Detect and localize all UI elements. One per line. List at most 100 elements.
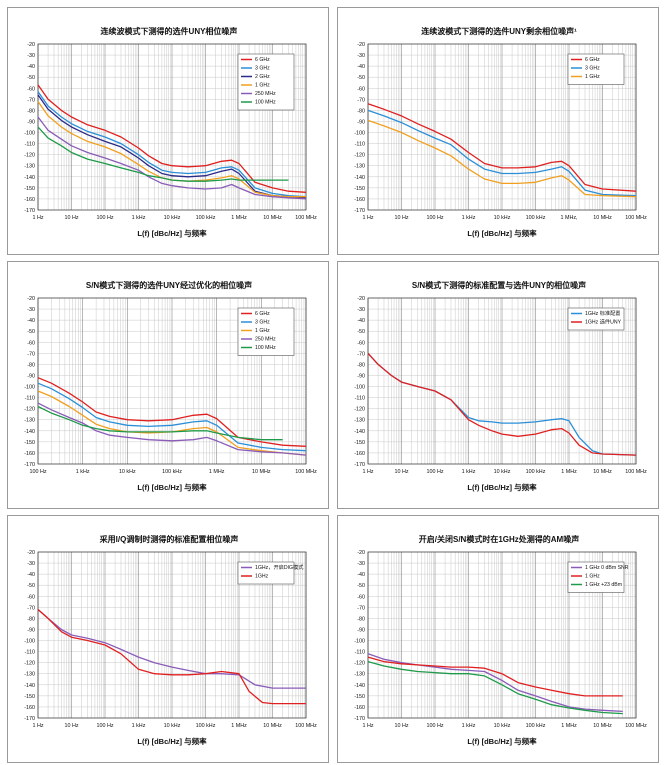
y-tick-label: -130 xyxy=(354,164,365,170)
y-tick-label: -100 xyxy=(354,385,365,391)
y-tick-label: -160 xyxy=(24,197,35,203)
y-tick-label: -90 xyxy=(357,119,365,125)
y-tick-label: -60 xyxy=(27,340,35,346)
y-tick-label: -80 xyxy=(357,108,365,114)
y-tick-label: -50 xyxy=(357,75,365,81)
plot-frame xyxy=(367,551,637,719)
x-tick-label: 10 Hz xyxy=(394,723,408,729)
legend-label: 100 MHz xyxy=(255,100,276,106)
legend-label: 1 GHz xyxy=(255,83,270,89)
x-tick-label: 1 kHz xyxy=(132,723,146,729)
legend-label: 1 GHz xyxy=(585,574,600,580)
chart-title: 开启/关闭S/N模式时在1GHz处测得的AM噪声 xyxy=(419,534,579,544)
chart-svg-3: S/N模式下测得的选件UNY经过优化的相位噪声 -20 -30 -40 -50 -60 -7… xyxy=(24,280,317,492)
x-tick-label: 1 kHz xyxy=(132,215,146,221)
chart-panel-6: 开启/关闭S/N模式时在1GHz处测得的AM噪声 -20 -30 -40 -50 -60 -… xyxy=(337,515,659,763)
y-tick-label: -40 xyxy=(357,64,365,70)
y-tick-label: -150 xyxy=(354,694,365,700)
y-tick-label: -50 xyxy=(357,583,365,589)
y-tick-label: -130 xyxy=(24,418,35,424)
y-tick-label: -40 xyxy=(357,572,365,578)
x-axis-label: L(f) [dBc/Hz] 与频率 xyxy=(137,228,207,238)
y-tick-label: -90 xyxy=(357,627,365,633)
y-tick-label: -40 xyxy=(27,318,35,324)
x-tick-label: 100 MHz xyxy=(625,215,647,221)
y-tick-label: -60 xyxy=(357,86,365,92)
x-tick-label: 1 Hz xyxy=(362,469,373,475)
y-tick-label: -60 xyxy=(27,594,35,600)
y-tick-label: -70 xyxy=(357,605,365,611)
y-tick-label: -30 xyxy=(27,307,35,313)
y-tick-label: -50 xyxy=(357,329,365,335)
legend-label: 1GHz xyxy=(255,574,269,580)
y-tick-label: -120 xyxy=(354,407,365,413)
y-tick-label: -130 xyxy=(354,418,365,424)
x-tick-label: 10 MHz xyxy=(263,215,282,221)
x-tick-label: 1 Hz xyxy=(32,215,43,221)
y-tick-label: -90 xyxy=(27,119,35,125)
legend-label: 1GHz，开启DIG模式 xyxy=(255,563,304,571)
y-tick-label: -110 xyxy=(355,396,365,402)
y-tick-label: -170 xyxy=(354,208,365,214)
legend-label: 1 GHz +23 dBm xyxy=(585,582,622,588)
series-line xyxy=(37,609,306,689)
x-tick-label: 1 MHz xyxy=(209,469,225,475)
plot-frame xyxy=(367,43,637,211)
series-line xyxy=(37,382,307,452)
y-tick-label: -100 xyxy=(24,131,35,137)
series-line xyxy=(37,84,307,193)
y-tick-label: -50 xyxy=(27,329,35,335)
y-tick-label: -80 xyxy=(357,362,365,368)
legend-label: 250 MHz xyxy=(255,337,276,343)
chart-panel-2: 连续波模式下测得的选件UNY剩余相位噪声¹ -20 -30 -40 -50 -60 -70 -… xyxy=(337,7,659,255)
y-tick-label: -100 xyxy=(24,639,35,645)
x-tick-label: 1 MHz xyxy=(231,215,247,221)
x-tick-label: 10 Hz xyxy=(64,723,78,729)
x-tick-label: 1 kHz xyxy=(462,469,476,475)
y-tick-label: -110 xyxy=(355,142,365,148)
series-line xyxy=(367,119,637,198)
chart-svg-4: S/N模式下测得的标准配置与选件UNY的相位噪声 -20 -30 -40 -50 -60 -… xyxy=(354,280,647,492)
x-tick-label: 100 kHz xyxy=(196,215,216,221)
x-tick-label: 100 Hz xyxy=(96,723,113,729)
y-tick-label: -30 xyxy=(27,53,35,59)
y-tick-label: -140 xyxy=(354,175,365,181)
y-tick-label: -130 xyxy=(354,672,365,678)
series-line xyxy=(37,377,307,447)
chart-svg-1: 连续波模式下测得的选件UNY相位噪声 -20 -30 -40 -50 -60 -70 -80 -… xyxy=(24,26,317,238)
y-tick-label: -80 xyxy=(27,108,35,114)
x-tick-label: 1 Hz xyxy=(362,723,373,729)
chart-title: 采用I/Q调制时测得的标准配置相位噪声 xyxy=(99,534,239,544)
y-tick-label: -110 xyxy=(25,142,35,148)
y-tick-label: -170 xyxy=(354,716,365,722)
y-tick-label: -160 xyxy=(24,451,35,457)
x-tick-label: 100 Hz xyxy=(426,469,443,475)
y-tick-label: -20 xyxy=(357,42,365,48)
y-tick-label: -70 xyxy=(357,351,365,357)
x-tick-label: 100 Hz xyxy=(29,469,46,475)
legend-label: 1 GHz xyxy=(255,328,270,334)
y-tick-label: -160 xyxy=(354,705,365,711)
y-tick-label: -50 xyxy=(27,583,35,589)
legend-label: 1GHz 标准配置 xyxy=(585,309,620,317)
x-tick-label: 10 MHz xyxy=(263,723,282,729)
y-tick-label: -40 xyxy=(27,572,35,578)
x-tick-label: 10 kHz xyxy=(494,215,511,221)
chart-panel-3: S/N模式下测得的选件UNY经过优化的相位噪声 -20 -30 -40 -50 -60 -7… xyxy=(7,261,329,509)
plot-frame xyxy=(367,297,637,465)
series-line xyxy=(367,352,637,456)
x-axis-label: L(f) [dBc/Hz] 与频率 xyxy=(467,736,537,746)
legend-label: 100 MHz xyxy=(255,345,276,351)
x-tick-label: 100 MHz xyxy=(295,723,317,729)
y-tick-label: -150 xyxy=(24,440,35,446)
x-tick-label: 100 kHz xyxy=(526,215,546,221)
chart-title: S/N模式下测得的选件UNY经过优化的相位噪声 xyxy=(86,280,252,290)
y-tick-label: -20 xyxy=(27,42,35,48)
x-tick-label: 1 MHz, xyxy=(560,215,578,221)
y-tick-label: -70 xyxy=(357,97,365,103)
series-line xyxy=(367,103,637,192)
chart-panel-4: S/N模式下测得的标准配置与选件UNY的相位噪声 -20 -30 -40 -50 -60 -… xyxy=(337,261,659,509)
legend-label: 2 GHz xyxy=(255,74,270,80)
y-tick-label: -20 xyxy=(27,550,35,556)
y-tick-label: -160 xyxy=(24,705,35,711)
